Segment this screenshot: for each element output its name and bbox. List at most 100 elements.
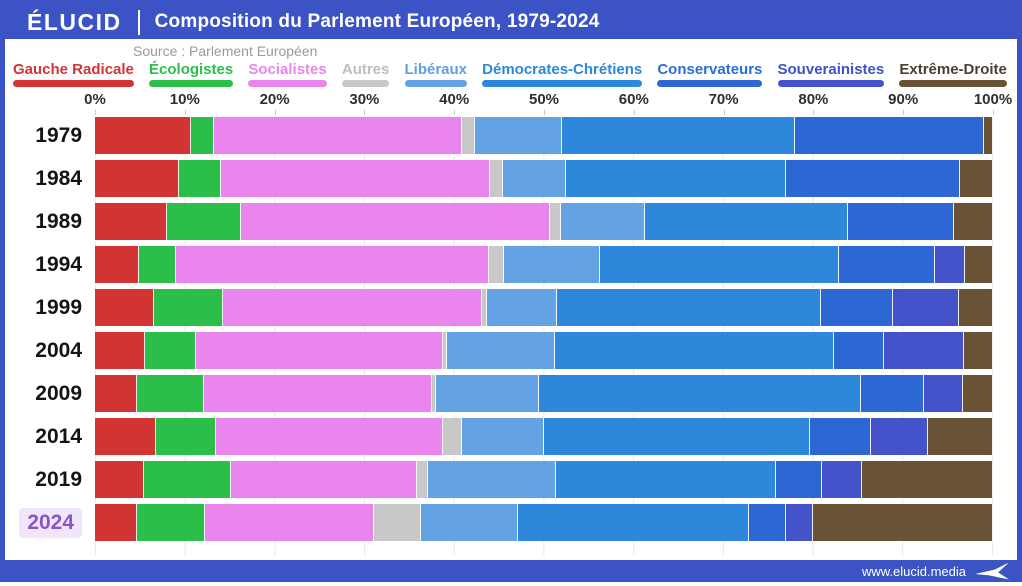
year-label: 1999	[35, 295, 82, 319]
legend-label: Conservateurs	[657, 61, 763, 78]
footer-bar: www.elucid.media	[5, 560, 1017, 582]
bar-segment	[95, 246, 139, 283]
bar-segment	[834, 332, 885, 369]
axis-tick-label: 40%	[439, 91, 470, 108]
bar-segment	[462, 418, 544, 455]
bar-segment	[489, 246, 505, 283]
bar-segment	[179, 160, 221, 197]
bar-segment	[442, 332, 447, 369]
bar-segment	[775, 461, 823, 498]
axis-tick-label: 100%	[973, 91, 1013, 108]
bar-segment	[538, 375, 861, 412]
bar-segment	[893, 289, 959, 326]
year-label: 2019	[35, 467, 82, 491]
website-url: www.elucid.media	[861, 563, 966, 579]
bar-segment	[156, 418, 217, 455]
axis-tick-mark	[454, 110, 456, 115]
bar-segment	[517, 504, 749, 541]
chart-row: 1999	[35, 289, 993, 326]
bar-segment	[166, 203, 242, 240]
bar-segment	[848, 203, 955, 240]
bar-segment	[928, 418, 993, 455]
axis-tick-label: 20%	[259, 91, 290, 108]
bottom-margin	[0, 582, 1022, 586]
chart-row: 1984	[35, 160, 993, 197]
elucid-logo: ÉLUCID	[27, 8, 122, 35]
bar-segment	[502, 160, 566, 197]
legend-label: Socialistes	[248, 61, 327, 78]
bar-segment	[95, 461, 145, 498]
bar-segment	[958, 289, 993, 326]
bar-segment	[550, 203, 562, 240]
bar-segment	[860, 375, 924, 412]
bar-segment	[428, 461, 556, 498]
chart-row: 2024	[19, 504, 993, 541]
bar-segment	[884, 332, 965, 369]
bar-segment	[144, 461, 232, 498]
bar-segment	[870, 418, 929, 455]
bar-segment	[205, 504, 375, 541]
axis-tick-mark	[95, 110, 96, 115]
legend-swatch	[899, 80, 1007, 87]
bar-segment	[644, 203, 849, 240]
bar-segment	[557, 289, 822, 326]
chart-row: 1979	[35, 117, 993, 154]
bar-segment	[420, 504, 518, 541]
year-label: 1979	[35, 123, 82, 147]
legend-swatch	[248, 80, 327, 87]
bar-segment	[431, 375, 437, 412]
bar-segment	[785, 504, 814, 541]
bar-segment	[220, 160, 491, 197]
bar-segment	[838, 246, 935, 283]
bar-segment	[923, 375, 964, 412]
bar-segment	[216, 418, 444, 455]
bar-segment	[231, 461, 418, 498]
legend-label: Écologistes	[149, 61, 234, 78]
bar-segment	[487, 289, 558, 326]
bar-segment	[809, 418, 871, 455]
chart-row: 2004	[35, 332, 993, 369]
chart-row: 2014	[35, 418, 993, 455]
bar-segment	[417, 461, 429, 498]
axis-tick-mark	[274, 110, 276, 115]
bar-segment	[223, 289, 483, 326]
bar-segment	[822, 461, 862, 498]
bar-segment	[95, 418, 157, 455]
elucid-arrow-icon	[975, 562, 1009, 580]
chart-row: 2019	[35, 461, 993, 498]
bar-segment	[241, 203, 551, 240]
legend-item: Conservateurs	[657, 60, 763, 87]
legend-label: Souverainistes	[777, 61, 885, 78]
bar-segment	[374, 504, 421, 541]
source-note: Source : Parlement Européen	[133, 43, 318, 59]
bar-segment	[794, 117, 984, 154]
year-label: 1984	[35, 166, 82, 190]
chart-row: 1994	[35, 246, 993, 283]
bar-segment	[191, 117, 215, 154]
legend: Gauche Radicale Écologistes Socialistes Aut…	[5, 59, 1017, 87]
legend-swatch	[404, 80, 468, 87]
bar-segment	[861, 461, 993, 498]
chart-row: 2009	[35, 375, 993, 412]
axis-tick-mark	[633, 110, 635, 115]
bar-segment	[965, 246, 993, 283]
axis-tick-label: 90%	[888, 91, 919, 108]
bar-segment	[95, 375, 138, 412]
bar-segment	[983, 117, 993, 154]
axis-tick-label: 70%	[708, 91, 739, 108]
axis-tick-mark	[813, 110, 815, 115]
axis-tick-mark	[903, 110, 905, 115]
header-bar: ÉLUCID Composition du Parlement Européen…	[5, 5, 1017, 39]
year-label: 2009	[35, 381, 82, 405]
bar-segment	[565, 160, 787, 197]
bar-segment	[959, 160, 993, 197]
axis-tick-mark	[993, 110, 994, 115]
legend-swatch	[149, 80, 234, 87]
legend-label: Libéraux	[404, 61, 468, 78]
legend-swatch	[482, 80, 643, 87]
legend-label: Gauche Radicale	[13, 61, 134, 78]
bar-segment	[137, 375, 204, 412]
header-divider	[137, 9, 140, 35]
bar-segment	[446, 332, 555, 369]
